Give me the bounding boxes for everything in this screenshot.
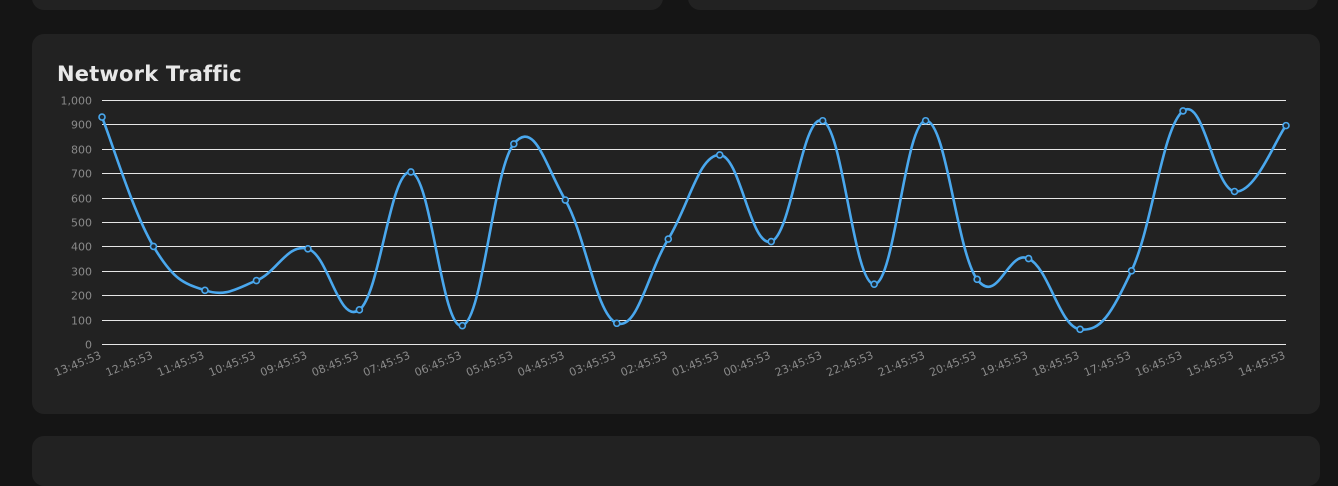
y-tick-label: 0: [85, 339, 92, 352]
data-point[interactable]: [149, 242, 158, 251]
data-point[interactable]: [921, 116, 930, 125]
x-tick-label: 11:45:53: [155, 349, 206, 380]
x-tick-label: 08:45:53: [310, 349, 361, 380]
y-tick-label: 500: [71, 217, 92, 230]
chart-title: Network Traffic: [57, 62, 242, 86]
x-tick-label: 02:45:53: [619, 349, 670, 380]
x-tick-label: 01:45:53: [670, 349, 721, 380]
y-tick-label: 700: [71, 168, 92, 181]
y-tick-label: 200: [71, 290, 92, 303]
x-tick-label: 10:45:53: [207, 349, 258, 380]
x-tick-label: 16:45:53: [1133, 349, 1184, 380]
data-point[interactable]: [304, 245, 312, 253]
x-tick-label: 18:45:53: [1031, 349, 1082, 380]
x-tick-label: 12:45:53: [104, 349, 155, 380]
x-tick-label: 07:45:53: [361, 349, 412, 380]
top-right-card: [688, 0, 1318, 10]
y-tick-label: 400: [71, 241, 92, 254]
y-tick-label: 100: [71, 315, 92, 328]
bottom-card: [32, 436, 1320, 486]
x-tick-label: 15:45:53: [1185, 349, 1236, 380]
data-point[interactable]: [1179, 107, 1187, 115]
data-point[interactable]: [407, 168, 415, 176]
top-left-card: [32, 0, 663, 10]
data-point[interactable]: [870, 280, 878, 289]
data-point[interactable]: [1076, 325, 1084, 334]
x-tick-label: 13:45:53: [52, 349, 103, 380]
y-tick-label: 800: [71, 144, 92, 157]
x-tick-label: 23:45:53: [773, 349, 824, 380]
data-point[interactable]: [561, 196, 570, 204]
data-points: [98, 107, 1290, 334]
network-traffic-card: Network Traffic 0 100 200 300 400 500 600 700 80…: [32, 34, 1320, 414]
data-point[interactable]: [1282, 121, 1290, 130]
y-tick-label: 300: [71, 266, 92, 279]
x-tick-label: 06:45:53: [413, 349, 464, 380]
x-tick-label: 17:45:53: [1082, 349, 1133, 380]
data-point[interactable]: [510, 140, 518, 148]
data-point[interactable]: [252, 276, 261, 285]
data-point[interactable]: [1230, 187, 1239, 196]
x-tick-label: 20:45:53: [928, 349, 979, 380]
data-point[interactable]: [1127, 267, 1136, 275]
data-point[interactable]: [458, 321, 467, 330]
data-point[interactable]: [767, 237, 776, 246]
y-axis-ticks: 0 100 200 300 400 500 600 700 800 900 1,000: [61, 95, 93, 352]
x-tick-label: 00:45:53: [722, 349, 773, 380]
y-tick-label: 900: [71, 119, 92, 132]
data-point[interactable]: [201, 286, 209, 295]
data-point[interactable]: [1024, 254, 1033, 263]
data-point[interactable]: [715, 151, 724, 159]
x-tick-label: 14:45:53: [1236, 349, 1287, 380]
x-tick-label: 05:45:53: [464, 349, 515, 380]
x-tick-label: 03:45:53: [567, 349, 618, 380]
network-traffic-chart: 0 100 200 300 400 500 600 700 800 900 1,000 13:45:…: [52, 95, 1290, 380]
x-tick-label: 22:45:53: [825, 349, 876, 380]
series-line: [100, 107, 1288, 331]
data-point[interactable]: [612, 319, 621, 328]
x-axis-ticks: 13:45:53 12:45:53 11:45:53 10:45:53 09:45:53…: [52, 349, 1287, 380]
x-tick-label: 21:45:53: [876, 349, 927, 380]
y-tick-label: 600: [71, 193, 92, 206]
data-point[interactable]: [973, 275, 981, 284]
data-point[interactable]: [98, 113, 106, 121]
x-tick-label: 04:45:53: [516, 349, 567, 380]
x-tick-label: 19:45:53: [979, 349, 1030, 380]
data-point[interactable]: [355, 306, 364, 314]
grid-lines: [102, 100, 1286, 345]
y-tick-label: 1,000: [61, 95, 93, 108]
x-tick-label: 09:45:53: [258, 349, 309, 380]
data-point[interactable]: [818, 116, 827, 125]
data-point[interactable]: [664, 235, 673, 243]
